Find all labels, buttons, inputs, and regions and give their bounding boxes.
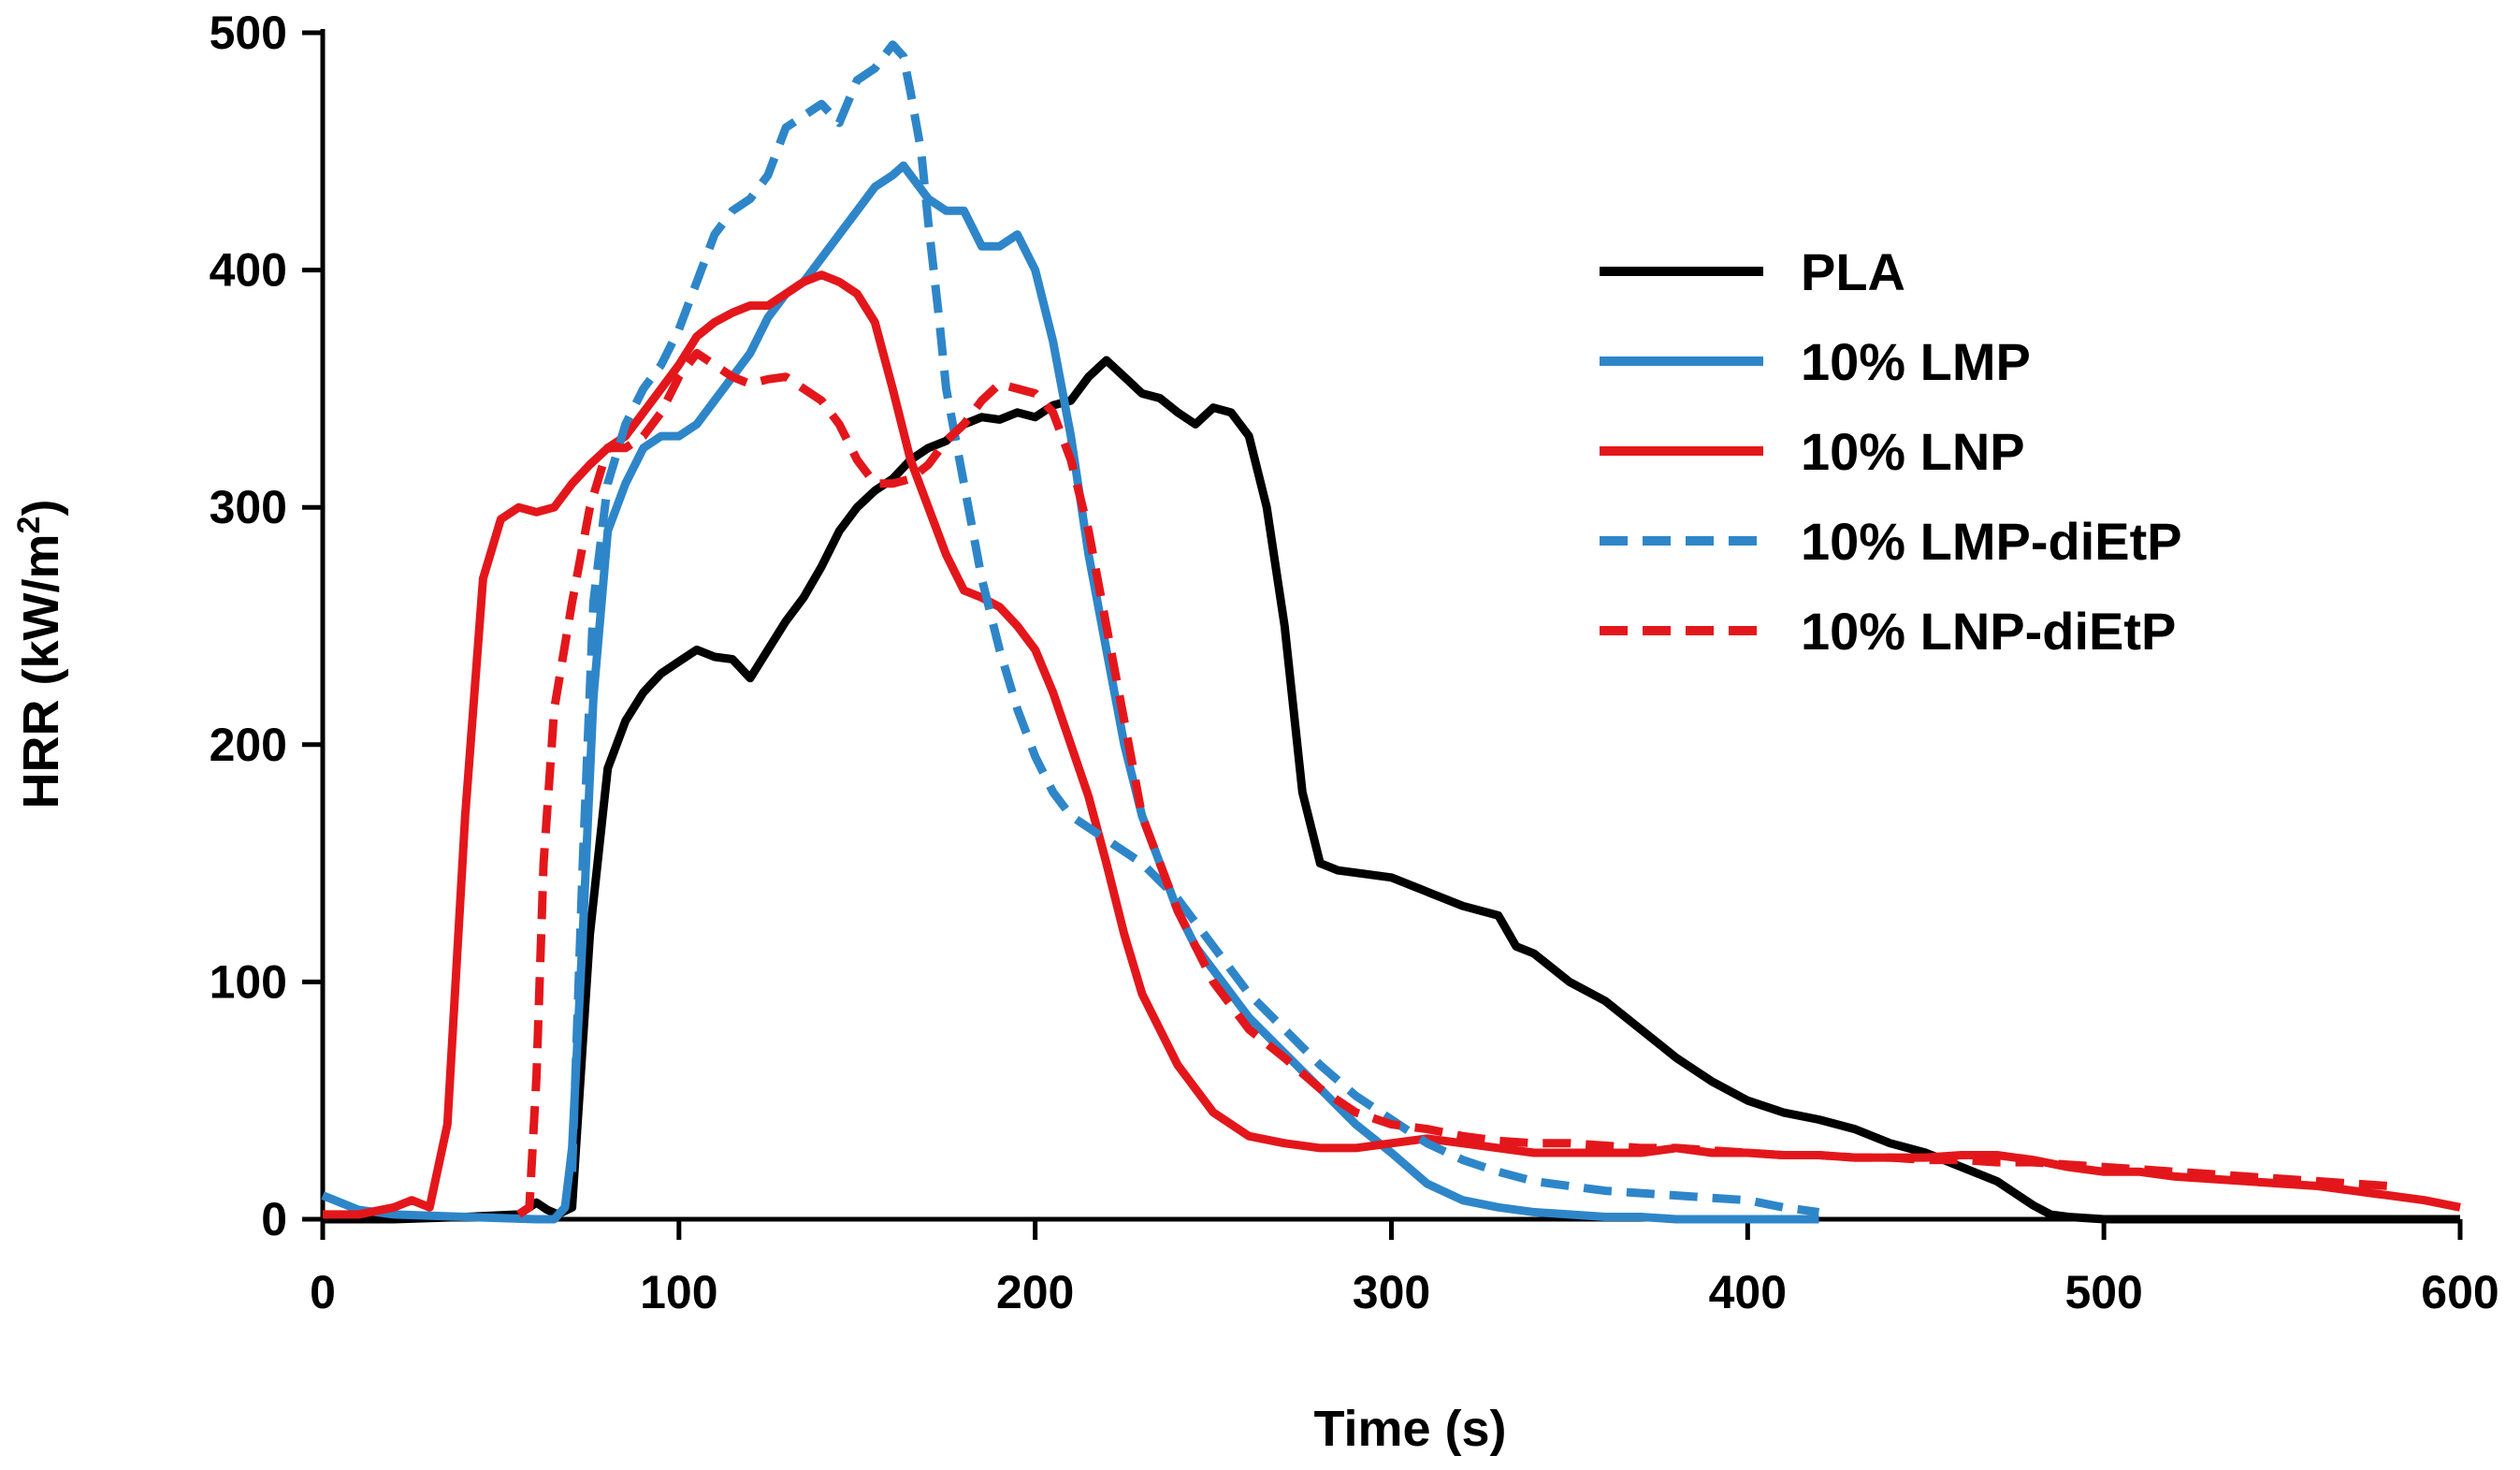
x-axis-title: Time (s) bbox=[1313, 1401, 1506, 1457]
x-tick-label: 200 bbox=[996, 1266, 1074, 1318]
legend-label-0: PLA bbox=[1801, 242, 1905, 301]
legend-label-4: 10% LNP-diEtP bbox=[1801, 602, 2176, 661]
series-line-0 bbox=[323, 356, 2460, 1224]
y-axis-title-superscript: 2 bbox=[11, 517, 47, 534]
legend-label-3: 10% LMP-diEtP bbox=[1801, 512, 2182, 571]
y-tick-label: 0 bbox=[261, 1193, 287, 1245]
x-tick-label: 100 bbox=[640, 1266, 717, 1318]
x-tick-label: 300 bbox=[1353, 1266, 1430, 1318]
y-tick-label: 300 bbox=[210, 481, 287, 533]
series-line-4 bbox=[516, 348, 2390, 1218]
y-tick-label: 100 bbox=[210, 955, 287, 1008]
y-axis-title-close: ) bbox=[13, 500, 69, 517]
x-tick-label: 500 bbox=[2064, 1266, 2142, 1318]
y-tick-label: 400 bbox=[210, 244, 287, 297]
x-tick-label: 400 bbox=[1709, 1266, 1787, 1318]
series-lines bbox=[321, 40, 2461, 1224]
series-line-1 bbox=[321, 161, 1819, 1224]
legend: PLA 10% LMP 10% LNP 10% LMP-diEtP 10% LNP-di… bbox=[1600, 242, 2182, 661]
y-axis-title-main: HRR (kW/m bbox=[13, 533, 69, 808]
series-line-3 bbox=[568, 40, 1820, 1216]
x-tick-label: 600 bbox=[2421, 1266, 2498, 1318]
axis-ticks: 0 100 200 300 400 500 0 100 200 300 400 500 600 bbox=[210, 7, 2499, 1318]
y-axis-title: HRR (kW/m2) bbox=[11, 500, 69, 809]
legend-label-1: 10% LMP bbox=[1801, 332, 2031, 391]
legend-label-2: 10% LNP bbox=[1801, 422, 2025, 481]
y-tick-label: 500 bbox=[210, 7, 287, 59]
x-tick-label: 0 bbox=[310, 1266, 336, 1318]
y-tick-label: 200 bbox=[210, 719, 287, 771]
series-line-2 bbox=[323, 270, 2461, 1219]
